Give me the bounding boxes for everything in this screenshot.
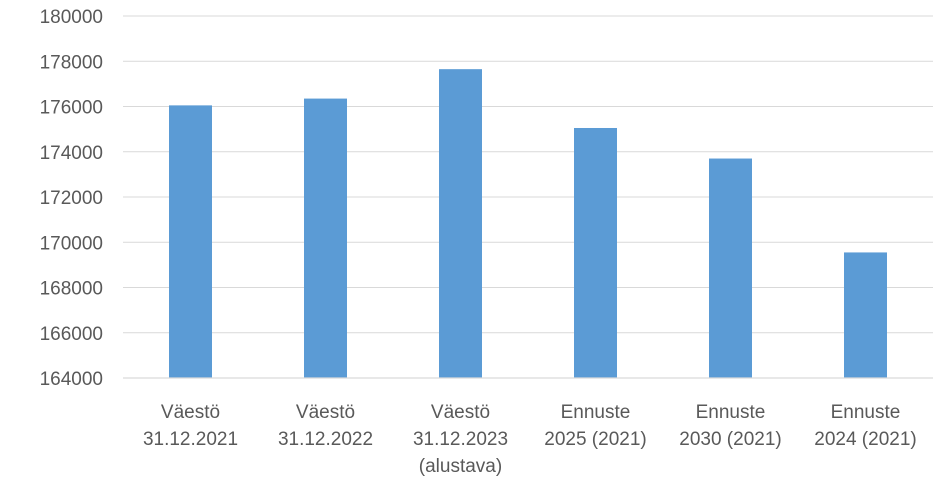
bar — [844, 252, 887, 378]
x-category-label-line: Väestö — [431, 402, 490, 423]
y-axis-tick-labels: 164000 166000 168000 170000 172000 174000 1760… — [40, 7, 103, 390]
x-category-label-line: 2025 (2021) — [544, 429, 646, 450]
x-category-label-line: Väestö — [161, 402, 220, 423]
x-axis-category-labels: Väestö 31.12.2021 Väestö 31.12.2022 Väestö 31… — [143, 402, 917, 477]
bar — [709, 158, 752, 378]
y-tick-label: 176000 — [40, 98, 103, 119]
y-tick-label: 180000 — [40, 7, 103, 28]
x-category-label: Väestö 31.12.2021 — [143, 402, 238, 450]
x-category-label-line: 31.12.2021 — [143, 429, 238, 450]
x-category-label-line: 2030 (2021) — [679, 429, 781, 450]
x-category-label-line: Ennuste — [696, 402, 766, 423]
x-category-label-line: 31.12.2023 — [413, 429, 508, 450]
x-category-label-line: Ennuste — [561, 402, 631, 423]
y-tick-label: 178000 — [40, 52, 103, 73]
x-category-label: Väestö 31.12.2023 (alustava) — [413, 402, 508, 477]
y-tick-label: 174000 — [40, 143, 103, 164]
x-category-label-line: (alustava) — [419, 456, 502, 477]
x-category-label-line: 31.12.2022 — [278, 429, 373, 450]
x-category-label: Ennuste 2025 (2021) — [544, 402, 646, 450]
y-tick-label: 168000 — [40, 279, 103, 300]
y-tick-label: 172000 — [40, 188, 103, 209]
y-tick-label: 170000 — [40, 233, 103, 254]
x-category-label-line: 2024 (2021) — [814, 429, 916, 450]
y-tick-label: 166000 — [40, 324, 103, 345]
x-category-label: Väestö 31.12.2022 — [278, 402, 373, 450]
gridlines — [123, 15, 933, 334]
y-tick-label: 164000 — [40, 369, 103, 390]
x-category-label-line: Ennuste — [831, 402, 901, 423]
bar — [169, 105, 212, 379]
x-category-label: Ennuste 2024 (2021) — [814, 402, 916, 450]
x-category-label: Ennuste 2030 (2021) — [679, 402, 781, 450]
bar — [574, 127, 617, 379]
bar — [439, 69, 482, 378]
bars — [169, 69, 887, 379]
x-category-label-line: Väestö — [296, 402, 355, 423]
bar — [304, 98, 347, 379]
